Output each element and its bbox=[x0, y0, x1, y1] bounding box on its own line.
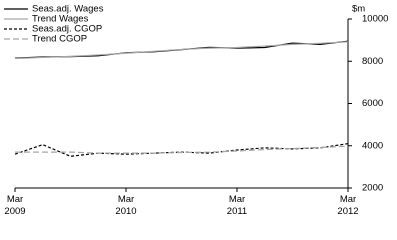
x-tick-label: Mar 2011 bbox=[227, 194, 247, 217]
series-line bbox=[14, 41, 349, 60]
y-tick-label: 4000 bbox=[362, 140, 383, 151]
y-tick-label: 6000 bbox=[362, 98, 383, 109]
y-tick-label: 2000 bbox=[362, 183, 383, 194]
x-tick-label: Mar 2012 bbox=[337, 194, 358, 217]
legend-label: Trend CGOP bbox=[32, 34, 87, 45]
y-tick-label: 10000 bbox=[362, 14, 388, 25]
series-line bbox=[14, 143, 349, 157]
legend-label: Seas.adj. Wages bbox=[32, 4, 104, 15]
x-tick-label: Mar 2010 bbox=[115, 194, 136, 217]
legend-label: Seas.adj. CGOP bbox=[32, 24, 102, 35]
x-tick-label: Mar 2009 bbox=[4, 194, 25, 217]
series-line bbox=[15, 145, 349, 154]
y-tick-label: 8000 bbox=[362, 56, 383, 67]
y-axis-unit: $m bbox=[352, 4, 365, 15]
chart: $m 2000 4000 6000 8000 10000 Mar 2009 Mar 2010 Ma… bbox=[4, 4, 388, 217]
legend-label: Trend Wages bbox=[32, 14, 89, 25]
